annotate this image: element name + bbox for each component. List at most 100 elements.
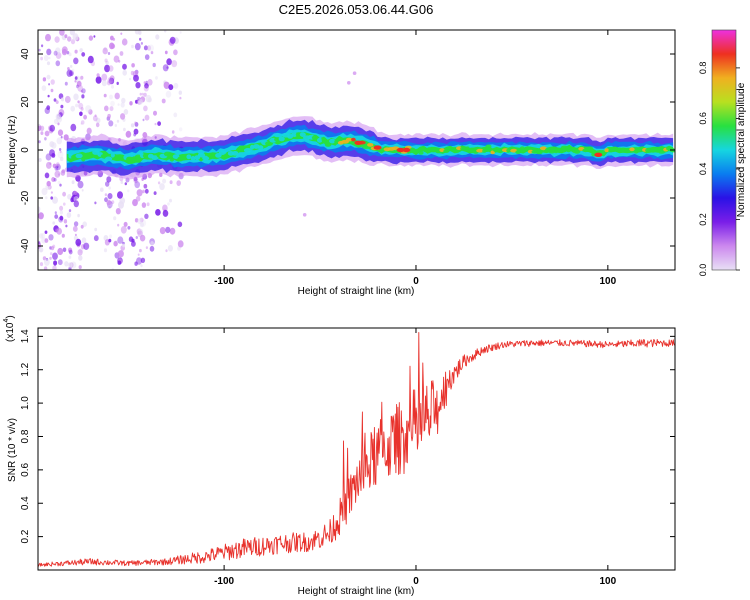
spectrogram-noise-cell (177, 221, 183, 228)
spectrogram-noise-cell (142, 118, 145, 122)
spectrogram-noise-cell (138, 228, 144, 236)
spectrogram-noise-cell (347, 81, 351, 85)
snr-multiplier-exponent: 4 (3, 319, 10, 323)
spectrogram-noise-cell (64, 34, 68, 39)
spectrogram-noise-cell (134, 181, 140, 189)
colorbar-tick-label: 0.4 (698, 163, 708, 176)
spectrogram-noise-cell (81, 52, 86, 57)
spectrogram-peak-cell (257, 145, 264, 151)
spectrogram-noise-cell (133, 133, 137, 137)
spectrogram-noise-cell (50, 246, 55, 251)
spectrogram-noise-cell (59, 215, 64, 221)
spectrogram-noise-cell (155, 34, 160, 40)
spectrogram-noise-cell (144, 213, 149, 219)
spectrogram-noise-cell (120, 32, 123, 35)
spectrogram-noise-cell (145, 80, 148, 84)
spectrogram-noise-cell (70, 64, 73, 68)
spectrogram-noise-cell (117, 223, 120, 227)
spectrogram-noise-cell (159, 227, 166, 235)
spectrogram-noise-cell (166, 58, 172, 66)
spectrogram-ytick-label: 0 (20, 147, 31, 153)
spectrogram-noise-cell (77, 180, 84, 189)
snr-ytick-label: 0.6 (20, 463, 31, 477)
spectrogram-noise-cell (79, 48, 83, 53)
spectrogram-noise-cell (83, 114, 87, 120)
spectrogram-peak-cell (299, 132, 306, 138)
spectrogram-noise-cell (161, 98, 166, 104)
spectrogram-noise-cell (104, 193, 108, 197)
spectrogram-noise-cell (46, 105, 51, 111)
spectrogram-noise-cell (75, 103, 79, 108)
spectrogram-noise-cell (139, 234, 146, 242)
spectrogram-noise-cell (165, 249, 168, 253)
spectrogram-noise-cell (179, 96, 182, 100)
spectrogram-noise-cell (43, 266, 48, 270)
spectrogram-noise-cell (59, 183, 62, 187)
spectrogram-peak-cell (134, 154, 142, 160)
spectrogram-noise-cell (93, 35, 96, 38)
spectrogram-noise-cell (123, 127, 126, 132)
spectrogram-noise-cell (64, 81, 68, 86)
spectrogram-noise-cell (108, 206, 111, 210)
spectrogram-noise-cell (81, 88, 86, 94)
spectrogram-peak-cell (190, 156, 196, 161)
spectrogram-noise-cell (177, 240, 184, 248)
spectrogram-noise-cell (57, 150, 64, 159)
spectrogram-noise-cell (55, 113, 61, 121)
spectrogram-noise-cell (49, 162, 52, 165)
spectrogram-noise-cell (60, 104, 64, 109)
spectrogram-peak-cell (553, 149, 559, 154)
spectrogram-noise-cell (94, 114, 97, 117)
spectrogram-noise-cell (49, 252, 53, 256)
spectrogram-noise-cell (41, 187, 48, 196)
spectrogram-peak-cell (414, 148, 419, 153)
spectrogram-noise-cell (131, 44, 134, 49)
spectrogram-noise-cell (165, 90, 172, 98)
spectrogram-noise-cell (40, 249, 43, 253)
spectrogram-noise-cell (143, 81, 146, 84)
spectrogram-noise-cell (123, 109, 129, 115)
spectrogram-noise-cell (78, 255, 83, 261)
spectrogram-noise-cell (55, 162, 60, 167)
spectrogram-peak-cell (186, 154, 192, 160)
spectrogram-noise-cell (134, 30, 140, 35)
spectrogram-noise-cell (66, 69, 73, 77)
spectrogram-peak-cell (431, 148, 436, 153)
spectrogram-noise-cell (48, 56, 51, 60)
spectrogram-peak-cell (110, 152, 115, 158)
spectrogram-noise-cell (83, 242, 90, 250)
spectrogram-noise-cell (144, 83, 149, 89)
spectrogram-noise-cell (50, 88, 54, 93)
spectrogram-noise-cell (113, 216, 117, 221)
spectrogram-noise-cell (143, 183, 148, 189)
spectrogram-noise-cell (47, 94, 50, 98)
spectrogram-peak-cell (476, 148, 484, 153)
spectrogram-noise-cell (53, 177, 57, 182)
spectrogram-peak-cell (443, 149, 450, 154)
spectrogram-xtick-label: -100 (214, 276, 234, 287)
spectrogram-peak-cell (426, 147, 432, 151)
spectrogram-noise-cell (46, 74, 51, 80)
spectrogram-noise-cell (72, 33, 79, 41)
spectrogram-noise-cell (127, 226, 131, 230)
snr-ylabel: SNR (10 * v/v) (7, 418, 18, 482)
spectrogram-noise-cell (118, 59, 121, 63)
spectrogram-noise-cell (169, 227, 176, 235)
spectrogram-peak-cell (367, 143, 374, 147)
spectrogram-noise-cell (51, 177, 56, 182)
spectrogram-noise-cell (52, 244, 56, 249)
spectrogram-noise-cell (117, 236, 124, 244)
spectrogram-noise-cell (121, 38, 128, 46)
spectrogram-noise-cell (57, 180, 61, 185)
spectrogram-peak-cell (435, 149, 441, 154)
spectrogram-peak-cell (311, 135, 319, 141)
spectrogram-noise-cell (53, 98, 57, 102)
spectrogram-noise-cell (145, 94, 152, 103)
spectrogram-noise-cell (79, 111, 83, 117)
spectrogram-noise-cell (63, 202, 66, 206)
colorbar-tick-label: 0.8 (698, 62, 708, 75)
spectrogram-peak-cell (105, 156, 113, 162)
snr-xtick-label: 0 (413, 576, 419, 587)
spectrogram-noise-cell (140, 257, 146, 263)
spectrogram-panel: -100 0 100 -40 -20 0 20 40 Height of straight l… (7, 29, 676, 297)
